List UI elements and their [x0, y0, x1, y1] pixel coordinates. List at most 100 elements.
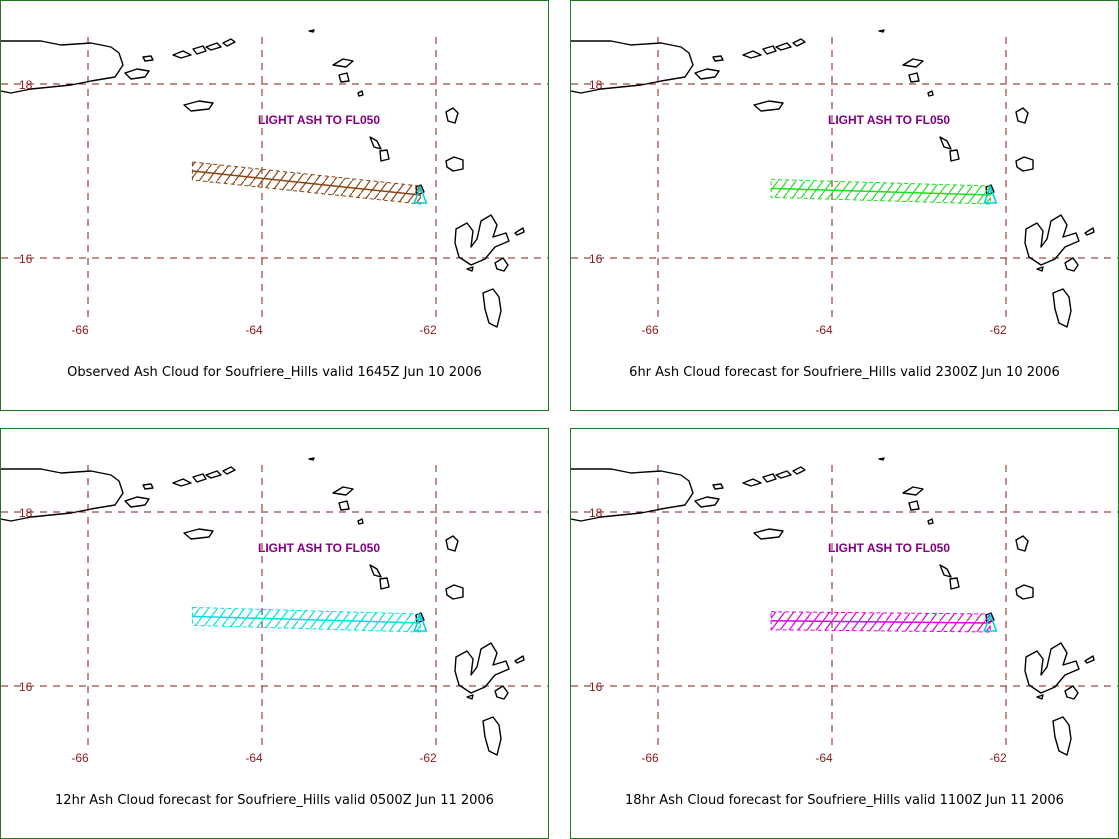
coastline-st-kitts: [369, 564, 382, 578]
coastline-tortola: [775, 42, 792, 51]
longitude-label: -62: [419, 751, 437, 765]
ash-cloud-axis: [771, 620, 991, 624]
coastline-st-croix: [183, 100, 214, 112]
volcano-marker-icon: [413, 612, 428, 632]
coastline-st-thomas: [742, 478, 762, 487]
ash-cloud-axis: [192, 170, 421, 196]
map-panel: LIGHT ASH TO FL050 18 16 -66 -64 -62 18hr Ash …: [570, 428, 1119, 839]
coastline-guadeloupe: [454, 214, 510, 266]
ash-annotation-label: LIGHT ASH TO FL050: [258, 541, 380, 555]
coastline-vieques: [694, 68, 720, 80]
coastline-st-croix: [753, 100, 784, 112]
coastline-st-martin: [338, 500, 350, 511]
ash-annotation-label: LIGHT ASH TO FL050: [828, 541, 950, 555]
ash-cloud-axis: [771, 187, 991, 196]
latitude-label: 16: [589, 252, 603, 266]
coastline-barbuda: [445, 535, 459, 552]
coastline-culebra: [142, 483, 154, 490]
coastline-nevis: [379, 149, 390, 162]
coastline-st-kitts: [939, 136, 952, 150]
coastline-st-croix: [753, 528, 784, 540]
coastline-saba: [927, 518, 934, 525]
coastline-anguilla: [332, 486, 354, 496]
coastline-antigua: [445, 584, 464, 600]
coastline-puerto-rico: [571, 468, 694, 522]
coastline-vieques: [124, 496, 150, 508]
coastline-st-john: [192, 45, 207, 55]
map-canvas: LIGHT ASH TO FL050 18 16 -66 -64 -62: [571, 29, 1118, 337]
ash-annotation-label: LIGHT ASH TO FL050: [258, 113, 380, 127]
coastline-st-kitts: [369, 136, 382, 150]
panel-caption: Observed Ash Cloud for Soufriere_Hills v…: [67, 365, 482, 380]
panel-caption: 12hr Ash Cloud forecast for Soufriere_Hi…: [55, 793, 494, 808]
coastline-les-saintes: [1036, 694, 1044, 700]
map-panel: LIGHT ASH TO FL050 18 16 -66 -64 -62 12hr Ash …: [0, 428, 549, 839]
longitude-label: -66: [71, 323, 89, 337]
coastline-st-martin: [908, 500, 920, 511]
map-panel: LIGHT ASH TO FL050 18 16 -66 -64 -62 Observed …: [0, 0, 549, 411]
longitude-label: -64: [245, 323, 263, 337]
coastline-st-thomas: [172, 478, 192, 487]
coastline-anegada: [878, 29, 885, 33]
coastline-marie-galante: [494, 685, 509, 700]
longitude-label: -62: [419, 323, 437, 337]
coastline-saba: [357, 90, 364, 97]
coastline-st-john: [762, 473, 777, 483]
coastline-marie-galante: [1064, 257, 1079, 272]
coastline-nevis: [949, 577, 960, 590]
coastline-les-saintes: [1036, 266, 1044, 272]
latitude-label: 16: [589, 680, 603, 694]
map-canvas: LIGHT ASH TO FL050 18 16 -66 -64 -62: [1, 457, 548, 765]
latitude-label: 18: [589, 78, 603, 92]
longitude-label: -62: [989, 323, 1007, 337]
coastline-nevis: [379, 577, 390, 590]
coastline-la-desirade: [1084, 655, 1095, 664]
coastline-st-john: [762, 45, 777, 55]
coastline-st-thomas: [172, 50, 192, 59]
coastline-guadeloupe: [1024, 214, 1080, 266]
volcano-marker-icon: [413, 184, 428, 204]
longitude-label: -64: [245, 751, 263, 765]
coastline-antigua: [445, 156, 464, 172]
coastline-les-saintes: [466, 266, 474, 272]
longitude-label: -66: [641, 323, 659, 337]
coastline-nevis: [949, 149, 960, 162]
coastline-dominica: [1052, 288, 1072, 328]
ash-annotation-label: LIGHT ASH TO FL050: [828, 113, 950, 127]
coastline-st-john: [192, 473, 207, 483]
coastline-st-martin: [338, 72, 350, 83]
panel-caption: 18hr Ash Cloud forecast for Soufriere_Hi…: [625, 793, 1064, 808]
coastline-st-thomas: [742, 50, 762, 59]
coastline-saba: [357, 518, 364, 525]
coastline-culebra: [712, 55, 724, 62]
coastline-puerto-rico: [1, 468, 124, 522]
coastline-puerto-rico: [571, 40, 694, 94]
coastline-tortola: [775, 470, 792, 479]
coastline-vieques: [124, 68, 150, 80]
coastline-virgin-gorda: [792, 466, 806, 475]
coastline-anguilla: [332, 58, 354, 68]
coastline-anegada: [878, 457, 885, 461]
coastline-anguilla: [902, 486, 924, 496]
coastline-dominica: [482, 288, 502, 328]
coastline-tortola: [205, 42, 222, 51]
coastline-barbuda: [445, 107, 459, 124]
map-canvas: LIGHT ASH TO FL050 18 16 -66 -64 -62: [1, 29, 548, 337]
map-canvas: LIGHT ASH TO FL050 18 16 -66 -64 -62: [571, 457, 1118, 765]
coastline-puerto-rico: [1, 40, 124, 94]
coastline-les-saintes: [466, 694, 474, 700]
coastline-marie-galante: [494, 257, 509, 272]
coastline-anguilla: [902, 58, 924, 68]
longitude-label: -62: [989, 751, 1007, 765]
coastline-culebra: [142, 55, 154, 62]
latitude-label: 16: [19, 252, 33, 266]
coastline-dominica: [1052, 716, 1072, 756]
longitude-label: -66: [641, 751, 659, 765]
coastline-tortola: [205, 470, 222, 479]
coastline-anegada: [308, 457, 315, 461]
coastline-anegada: [308, 29, 315, 33]
coastline-vieques: [694, 496, 720, 508]
coastline-st-martin: [908, 72, 920, 83]
latitude-label: 18: [589, 506, 603, 520]
coastline-st-kitts: [939, 564, 952, 578]
